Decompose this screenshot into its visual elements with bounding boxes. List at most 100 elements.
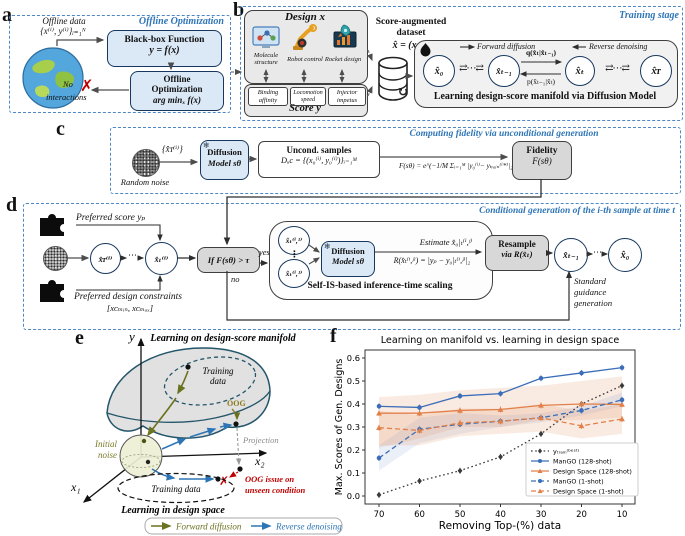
molecule-icon xyxy=(252,26,280,48)
marker-triangle xyxy=(416,427,423,433)
legend-label: yₜᵣₐᵢₙ⁽ᵇᵉˢᵗ⁾ xyxy=(553,447,580,455)
training-data-top-l2: data xyxy=(210,376,227,386)
oog-arrow xyxy=(231,408,241,421)
legend-label: Design Space (1-shot) xyxy=(553,487,624,495)
manifold-title: Learning on design-score manifold xyxy=(149,333,296,344)
marker-triangle xyxy=(497,418,504,424)
score-item-locomotion-label: Locomotion speed xyxy=(293,88,323,103)
oog-issue-arrow xyxy=(228,471,239,478)
marker-triangle xyxy=(538,415,544,421)
dataset-line2: dataset xyxy=(396,28,426,38)
reverse-arrow-4 xyxy=(151,468,176,481)
no-interactions-cross-icon: ✗ xyxy=(80,78,94,95)
training-data-bottom-label: Training data xyxy=(151,484,201,494)
offline-data-label: Offline data xyxy=(42,16,86,26)
preferred-constraints-label: Preferred design constraints xyxy=(74,292,183,302)
node-xtm1: x̂ₜ₋₁ xyxy=(488,55,520,87)
legend-label: Design Space (128-shot) xyxy=(553,467,632,475)
noise-sphere-equator xyxy=(121,454,161,468)
marker-circle xyxy=(376,455,382,461)
marker-circle xyxy=(457,393,463,399)
training-point-top xyxy=(185,364,191,370)
training-caption: Learning design-score manifold via Diffu… xyxy=(433,91,657,102)
resample-line2: via R(x̂ₜ) xyxy=(501,249,533,259)
oog-issue-l1: OOG issue on xyxy=(245,474,294,484)
panel-d-label: d xyxy=(6,194,18,216)
model-c-line2: Model sθ xyxy=(207,157,242,168)
training-stage-box xyxy=(414,40,678,108)
design-space-title: Learning in design space xyxy=(120,505,225,516)
initial-noise-l2: noise xyxy=(98,450,117,460)
node-xt-i: x̂ₜ⁽ⁱ⁾ xyxy=(145,242,178,275)
resample-line1: Resample xyxy=(498,239,536,249)
random-noise-label: Random noise xyxy=(120,177,170,187)
node-x0: x̂₀ xyxy=(423,55,455,87)
y-tick-label: 0.0 xyxy=(347,491,360,501)
opt-line1: Offline xyxy=(163,74,191,84)
marker-circle xyxy=(579,370,584,376)
score-item-binding-label: Binding affinity xyxy=(257,89,279,104)
resample-box: Resample via R(x̂ₜ) xyxy=(485,235,549,271)
model-c-line1: Diffusion xyxy=(207,147,242,157)
manifold-plot: Learning on design-score manifold Traini… xyxy=(70,329,343,535)
design-title: Design x xyxy=(284,11,326,23)
dataset-line1: Score-augmented xyxy=(375,17,447,27)
score-item-injector: Injector impetus xyxy=(328,87,366,106)
panel-a-title: Offline Optimization xyxy=(138,16,224,27)
marker-circle xyxy=(538,375,544,381)
marker-circle xyxy=(417,405,422,410)
marker-triangle xyxy=(578,423,585,429)
opt-line2: Optimization xyxy=(151,84,203,95)
no-label: no xyxy=(231,274,240,284)
if-condition-label: If F(sθ) > τ xyxy=(207,255,250,265)
oog-point-manifold xyxy=(233,421,239,427)
marker-circle xyxy=(376,404,382,409)
confidence-band xyxy=(379,392,622,471)
panel-f-label: f xyxy=(330,325,337,347)
puzzle-icon-bottom xyxy=(40,280,64,302)
legend-forward-text: Forward diffusion xyxy=(175,522,242,532)
manifold-surface xyxy=(106,347,271,439)
legend-reverse-label: Reverse denoising xyxy=(589,42,648,51)
node-xtm1-d: x̂ₜ₋₁ xyxy=(554,238,588,272)
diffusion-gap-1: ⇄⋯⇄ xyxy=(459,63,484,74)
panel-a-label: a xyxy=(2,4,12,26)
marker-triangle xyxy=(416,410,423,416)
y-axis-label: Max. Scores of Gen. Designs xyxy=(334,359,345,496)
marker-diamond xyxy=(619,382,625,389)
design-space-ellipse xyxy=(117,472,235,504)
noise-set-label: {x̂ᴛ⁽ⁱ⁾} xyxy=(162,144,183,154)
series-design-space-1-shot- xyxy=(376,414,625,434)
marker-triangle xyxy=(619,401,625,407)
marker-triangle xyxy=(457,420,463,426)
fidelity-line2: F(sθ) xyxy=(532,156,552,166)
uncond-line2: Dᵤc = {(x₀⁽ⁱ⁾, y₀⁽ⁱ⁾)}ᵢ₌₁ᴹ xyxy=(280,156,358,165)
legend-label: ManGO (1-shot) xyxy=(553,477,604,485)
legend-forward-label: Forward diffusion xyxy=(477,42,536,51)
scores-line-chart: Learning on manifold vs. learning in des… xyxy=(334,335,639,532)
panel-b-label: b xyxy=(233,0,245,21)
panel-c-title: Computing fidelity via unconditional gen… xyxy=(409,129,599,139)
marker-circle xyxy=(579,408,584,413)
legend-marker xyxy=(537,448,543,454)
dataset-math: x̂ = (x, y) xyxy=(392,40,430,51)
panel-e-label: e xyxy=(75,327,84,349)
node-x0-d: x̂₀ xyxy=(608,238,642,272)
diffusion-model-box-c: ❄ Diffusion Model sθ xyxy=(200,140,249,180)
blackbox-line1: Black-box Function xyxy=(124,35,205,45)
legend-marker xyxy=(537,468,543,473)
x-axis-label: Removing Top-(%) data xyxy=(439,520,561,532)
forward-arrow-1 xyxy=(177,370,189,395)
dots-xtm1-x0: ⋯ xyxy=(593,247,602,257)
offline-data-math: {x⁽ⁱ⁾, y⁽ⁱ⁾}ᵢ₌₁ᴺ xyxy=(40,26,86,36)
score-item-binding: Binding affinity xyxy=(248,87,288,106)
preferred-score-label: Preferred score yₚ xyxy=(76,213,146,223)
panel-c-label: c xyxy=(56,118,65,140)
model-d-line2: Model sθ xyxy=(331,256,365,267)
axis-x2-label: x₂ xyxy=(254,454,265,468)
refresh-icon: ↻ xyxy=(397,85,409,100)
marker-triangle xyxy=(619,416,625,422)
panel-a-border xyxy=(9,15,231,113)
legend-marker xyxy=(538,459,542,463)
